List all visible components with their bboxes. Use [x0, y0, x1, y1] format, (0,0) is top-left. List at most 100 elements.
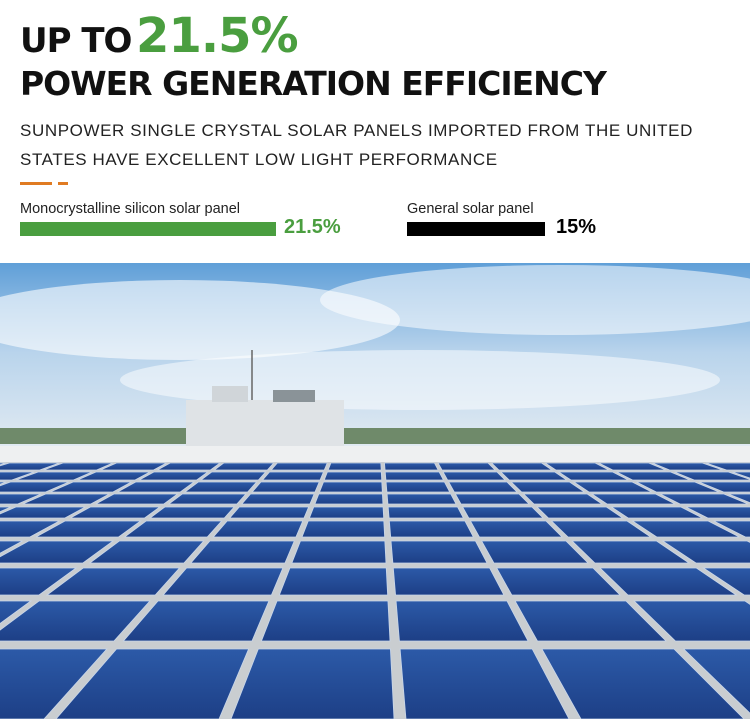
- subtitle: SUNPOWER SINGLE CRYSTAL SOLAR PANELS IMP…: [20, 121, 693, 169]
- solar-panel: [698, 481, 750, 493]
- solar-panel: [442, 471, 506, 481]
- headline-lead: UP TO: [20, 21, 132, 61]
- solar-panel: [598, 462, 666, 471]
- solar-panel: [0, 493, 42, 505]
- solar-panel: [399, 648, 570, 719]
- solar-panel: [77, 471, 151, 481]
- solar-panel: [123, 520, 223, 538]
- solar-panel: [139, 471, 209, 481]
- solar-panel: [496, 567, 621, 596]
- solar-panel: [0, 506, 11, 513]
- solar-panel: [0, 462, 60, 471]
- solar-panel: [318, 481, 383, 493]
- headline: UP TO 21.5%: [20, 8, 299, 64]
- solar-panel: [0, 567, 78, 596]
- solar-panel: [631, 520, 740, 538]
- bar-value: 21.5%: [284, 216, 341, 238]
- solar-panel: [301, 520, 386, 538]
- solar-panel: [70, 506, 161, 519]
- solar-panel: [384, 471, 445, 481]
- bar: [407, 222, 545, 236]
- solar-panel: [636, 481, 720, 493]
- solar-panel: [88, 540, 205, 564]
- solar-panel: [15, 471, 93, 481]
- solar-panel: [167, 493, 247, 505]
- solar-panel: [0, 506, 86, 519]
- solar-panel: [536, 506, 624, 519]
- solar-panel: [390, 540, 488, 564]
- solar-panel: [260, 600, 391, 642]
- solar-panel: [0, 471, 35, 481]
- solar-panel: [557, 471, 629, 481]
- solar-panel: [543, 462, 610, 471]
- solar-panel: [387, 506, 464, 519]
- solar-panel: [385, 481, 451, 493]
- solar-panel: [22, 493, 110, 505]
- solar-panel: [395, 600, 529, 642]
- solar-panel: [454, 493, 530, 505]
- solar-panel: [314, 493, 384, 505]
- solar-panel: [705, 462, 750, 471]
- solar-panel: [550, 520, 652, 538]
- solar-panel: [510, 481, 586, 493]
- solar-panel: [599, 567, 738, 596]
- bar: [20, 222, 276, 236]
- bar-label: Monocrystalline silicon solar panel: [20, 201, 241, 217]
- solar-panel: [682, 648, 750, 714]
- solar-panel: [448, 481, 518, 493]
- solar-panel: [0, 540, 23, 554]
- solar-panel: [0, 600, 33, 624]
- solar-panel: [43, 462, 114, 471]
- solar-panel: [122, 600, 270, 642]
- solar-panel: [323, 471, 383, 481]
- solar-panel: [384, 462, 439, 471]
- solar-panel: [490, 462, 554, 471]
- solar-panel: [660, 493, 749, 505]
- headline-highlight: 21.5%: [136, 8, 299, 64]
- divider: [58, 182, 68, 185]
- solar-panel: [541, 648, 745, 719]
- solar-panel: [240, 493, 315, 505]
- solar-panel: [117, 481, 196, 493]
- solar-panel: [0, 481, 7, 485]
- solar-panel: [590, 493, 676, 505]
- solar-panel: [713, 520, 750, 538]
- solar-panel: [199, 471, 267, 481]
- solar-panel: [0, 520, 60, 538]
- solar-panel: [652, 462, 723, 471]
- bar-label: General solar panel: [407, 201, 534, 217]
- solar-panel: [278, 567, 389, 596]
- solar-panel: [228, 506, 310, 519]
- solar-panel: [0, 462, 6, 466]
- solar-panel: [0, 648, 108, 719]
- solar-panel: [616, 471, 691, 481]
- solar-panel: [95, 493, 179, 505]
- bar-value: 15%: [556, 216, 597, 238]
- solar-panel: [327, 462, 382, 471]
- solar-panel: [661, 540, 750, 564]
- solar-panel: [308, 506, 385, 519]
- solar-panel: [251, 481, 320, 493]
- solar-panel: [189, 540, 295, 564]
- solar-panel: [230, 648, 395, 719]
- solar-panel: [213, 462, 275, 471]
- solar-panel: [728, 493, 750, 504]
- solar-panel: [50, 481, 132, 493]
- title: POWER GENERATION EFFICIENCY: [20, 64, 607, 103]
- solar-panel: [514, 600, 667, 642]
- solar-panel: [685, 506, 750, 519]
- solar-panel: [0, 600, 151, 642]
- solar-panel: [461, 506, 544, 519]
- solar-panel: [633, 600, 750, 642]
- solar-panel: [572, 481, 652, 493]
- solar-panel: [522, 493, 604, 505]
- solar-panel: [0, 540, 115, 564]
- divider: [20, 182, 52, 185]
- solar-panel: [45, 567, 181, 596]
- solar-panel: [162, 567, 284, 596]
- solar-panel: [388, 520, 474, 538]
- solar-panel: [674, 471, 750, 481]
- solar-panel: [55, 648, 250, 719]
- solar-panel: [100, 462, 167, 471]
